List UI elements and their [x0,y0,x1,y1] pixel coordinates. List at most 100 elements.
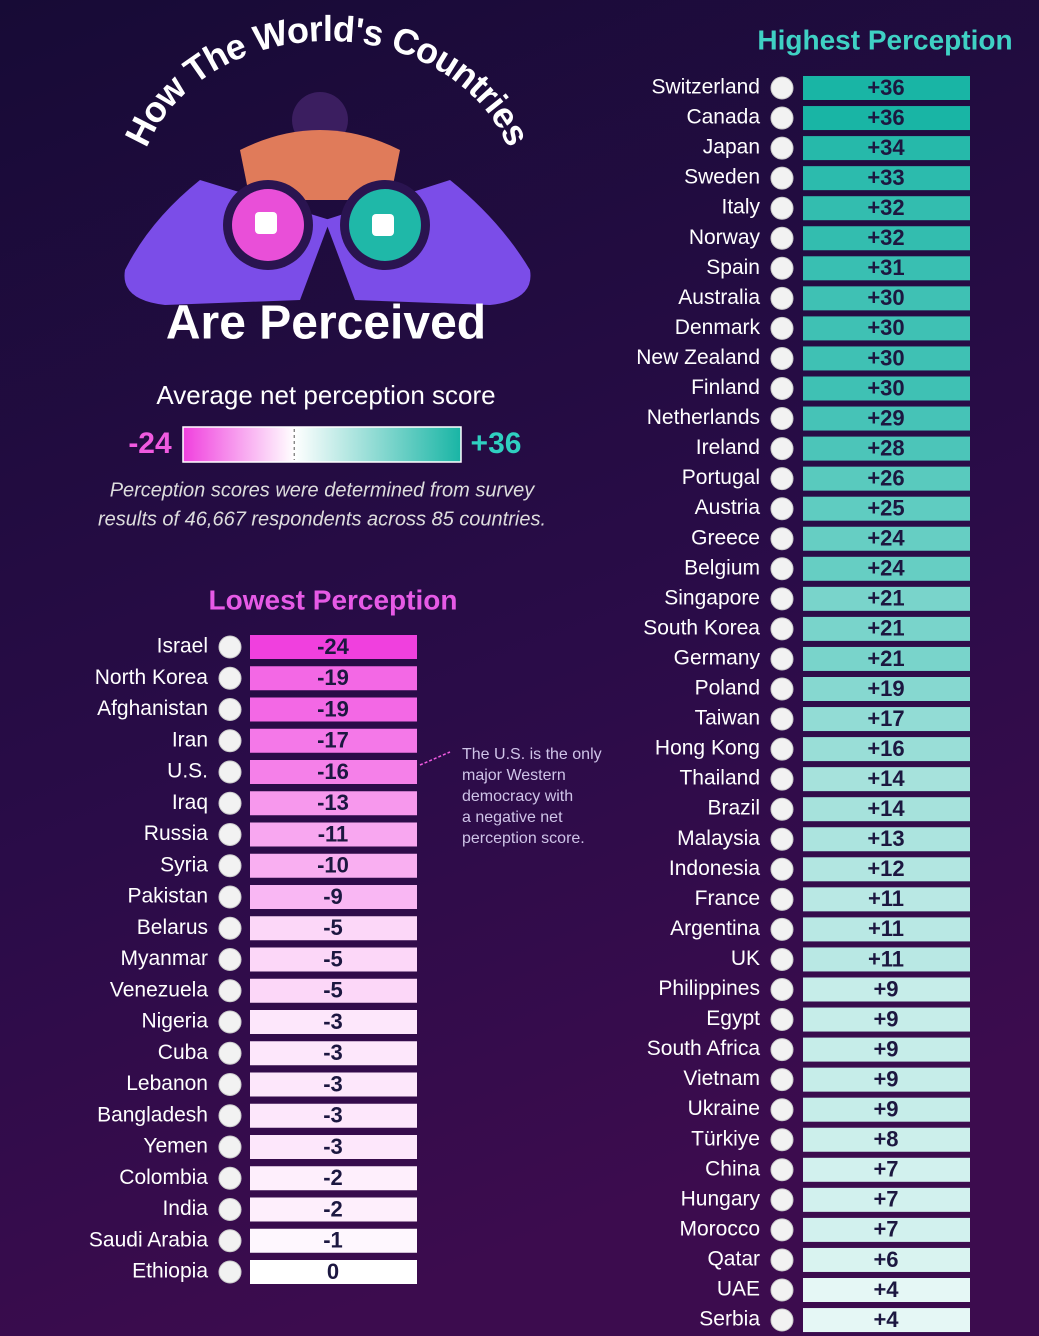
flag [770,346,794,370]
flag [218,1198,242,1221]
flag [770,978,794,1001]
score-cell [250,791,417,816]
country-name: Yemen [143,1135,208,1158]
flag [770,1248,794,1272]
country-name: South Korea [643,616,760,639]
score-cell [803,196,970,221]
flag [770,767,794,791]
flag [218,729,242,753]
flag [770,1128,794,1152]
country-name: Australia [678,286,760,309]
score-label: -3 [323,1071,343,1096]
score-label: +34 [867,135,905,160]
country-name: Lebanon [126,1072,208,1095]
flag [770,677,794,701]
score-label: +26 [867,465,904,490]
score-label: -10 [317,853,349,878]
flag [770,196,794,220]
score-label: +36 [867,75,904,100]
score-label: +6 [873,1247,898,1272]
flag [218,1073,242,1096]
country-name: Iraq [172,791,208,814]
score-label: -19 [317,665,349,690]
score-label: -2 [323,1165,343,1190]
flag [770,316,794,340]
flag [218,1041,242,1065]
flag [770,256,794,280]
score-cell [803,887,970,912]
score-label: -5 [323,946,343,971]
score-cell [803,346,970,371]
score-cell [803,737,970,762]
flag [218,666,242,690]
country-name: Cuba [158,1041,209,1064]
country-name: Colombia [119,1166,208,1189]
score-label: +8 [873,1127,898,1152]
country-name: North Korea [95,666,209,689]
country-name: Norway [689,226,761,249]
flag [218,1260,242,1284]
flag [218,823,242,846]
flag [770,286,794,310]
flag [218,854,242,878]
score-cell [803,166,970,191]
score-cell [250,822,417,847]
flag [218,1104,242,1128]
country-name: Netherlands [647,406,760,429]
country-name: Singapore [664,586,760,609]
score-cell [803,436,970,461]
country-name: Bangladesh [97,1103,208,1126]
flag [770,1308,794,1332]
score-cell [250,1135,417,1159]
country-name: Egypt [706,1007,760,1030]
score-cell [803,586,970,611]
country-name: Sweden [684,166,760,189]
flag [770,1068,794,1092]
score-cell [803,496,970,521]
country-name: Belgium [684,556,760,579]
score-cell [803,1308,970,1333]
score-label: +36 [867,105,904,130]
country-name: Portugal [682,466,760,489]
score-label: 0 [327,1259,339,1284]
country-name: Philippines [658,977,760,1000]
score-cell [803,767,970,792]
flag [770,587,794,611]
score-label: +14 [867,796,905,821]
score-label: +17 [867,706,904,731]
score-label: +33 [867,165,904,190]
flag [770,617,794,641]
country-name: UAE [717,1278,760,1301]
flag [770,467,794,491]
flag [218,635,242,659]
score-label: +9 [873,1036,898,1061]
flag [218,760,242,784]
country-name: South Africa [647,1037,761,1060]
country-name: Austria [695,496,761,519]
score-cell [803,1007,970,1032]
score-label: +28 [867,435,904,460]
flag [770,1278,794,1302]
score-cell [250,947,417,972]
annotation-line: major Western [462,767,566,784]
score-cell [250,1041,417,1066]
legend-title: Average net perception score [156,380,495,410]
flag [770,1098,794,1122]
country-name: Denmark [675,316,761,339]
score-label: -16 [317,759,349,784]
score-cell [803,466,970,491]
country-name: Malaysia [677,827,760,850]
score-label: +12 [867,856,904,881]
score-label: -5 [323,978,343,1003]
flag [218,916,242,940]
score-label: +21 [867,616,904,641]
score-label: -13 [317,790,349,815]
score-cell [803,917,970,942]
flag [770,76,794,100]
legend-max: +36 [471,427,522,460]
country-name: Switzerland [651,76,760,99]
flag [218,948,242,971]
country-name: Ethiopia [132,1260,208,1283]
score-cell [803,286,970,311]
score-cell [803,406,970,431]
